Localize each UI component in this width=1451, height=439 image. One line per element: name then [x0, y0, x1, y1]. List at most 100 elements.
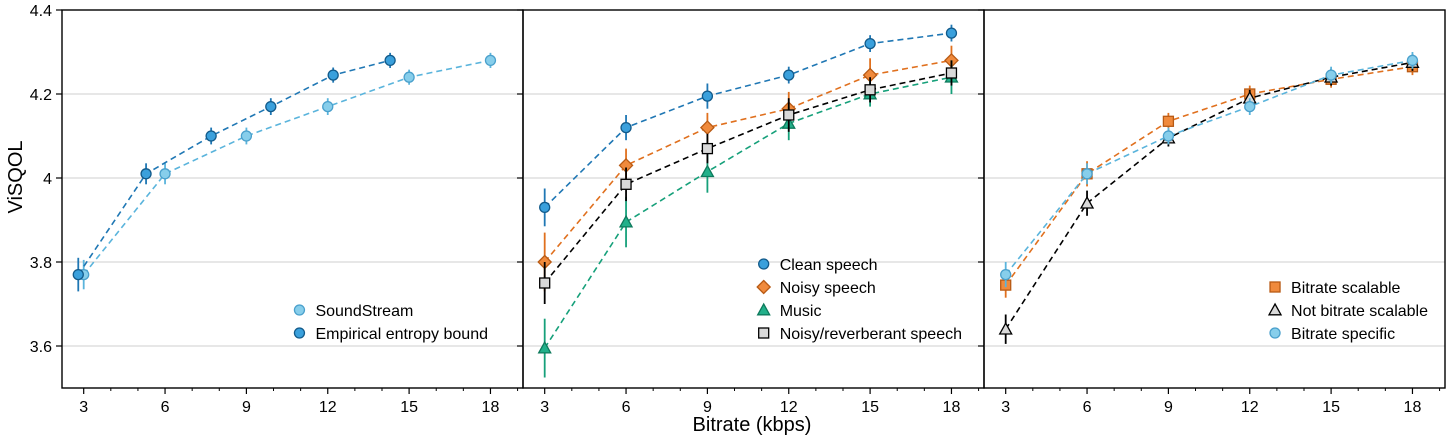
series-line — [544, 72, 952, 284]
legend-label: Music — [780, 303, 822, 320]
series-line — [544, 32, 952, 208]
data-point — [484, 54, 497, 67]
data-point — [384, 54, 396, 67]
legend: Clean speech Noisy speech Music Noisy/rever… — [756, 257, 962, 343]
series-noisy-speech — [537, 45, 959, 292]
series-clean-speech — [539, 24, 958, 227]
data-point — [864, 84, 876, 96]
y-tick-label: 4.2 — [30, 87, 52, 104]
x-tick-label: 3 — [79, 399, 88, 416]
legend-label: Bitrate specific — [1291, 326, 1395, 343]
series-empirical-entropy-bound — [72, 52, 396, 292]
legend-marker — [293, 327, 306, 339]
series-line — [1005, 59, 1413, 276]
x-tick-label: 12 — [1241, 399, 1259, 416]
data-point — [864, 37, 876, 50]
legend-label: SoundStream — [315, 303, 413, 320]
data-point — [327, 69, 339, 81]
x-tick-label: 18 — [943, 399, 961, 416]
data-point — [1081, 168, 1093, 180]
data-point — [1000, 268, 1012, 281]
legend-marker — [1269, 327, 1281, 339]
x-tick-label: 9 — [242, 399, 251, 416]
y-tick-label: 4.4 — [30, 3, 52, 20]
series-line — [544, 59, 952, 263]
data-point — [618, 214, 634, 228]
x-tick-label: 6 — [1083, 399, 1092, 416]
x-tick-label: 9 — [703, 399, 712, 416]
y-tick-label: 3.8 — [30, 255, 52, 272]
data-point — [1162, 130, 1175, 142]
chart-panel-3: 3 6 9 12 15 18 Bitrate scalable Not bitrate sca… — [978, 9, 1446, 416]
x-tick-label: 9 — [1164, 399, 1173, 416]
legend-marker — [293, 304, 306, 316]
chart-panel-2: 3 6 9 12 15 18 Clean speech Noisy speech Music No… — [517, 9, 985, 416]
legend-marker — [756, 302, 771, 316]
data-point — [700, 164, 715, 178]
data-point — [205, 130, 217, 142]
legend-marker — [756, 279, 772, 295]
data-point — [945, 27, 958, 39]
data-point — [539, 277, 551, 289]
data-point — [701, 90, 714, 102]
series-line — [544, 76, 952, 349]
data-point — [1244, 100, 1256, 113]
x-tick-label: 12 — [319, 399, 337, 416]
series-line — [1005, 61, 1413, 330]
data-point — [1325, 69, 1337, 81]
data-point — [72, 268, 84, 281]
legend-label: Noisy/reverberant speech — [780, 326, 962, 343]
data-point — [240, 130, 253, 142]
data-point — [1079, 195, 1095, 209]
data-point — [620, 178, 632, 190]
series-noisy-reverberant-speech — [539, 60, 958, 304]
series-line — [1005, 65, 1413, 286]
x-tick-label: 12 — [780, 399, 798, 416]
legend-marker — [758, 258, 770, 270]
chart-panel-1: 3 6 9 12 15 18 3.6 3.8 4 4.2 4.4 SoundStream Empiric… — [30, 3, 524, 416]
legend-marker — [758, 327, 770, 339]
y-tick-label: 3.6 — [30, 339, 52, 356]
data-point — [783, 109, 795, 121]
data-point — [159, 168, 171, 180]
legend-label: Not bitrate scalable — [1291, 303, 1428, 320]
data-point — [537, 340, 552, 354]
series-line — [77, 59, 391, 276]
data-point — [620, 121, 632, 134]
data-point — [1406, 54, 1419, 67]
y-tick-label: 4 — [43, 171, 52, 188]
x-tick-label: 6 — [622, 399, 631, 416]
legend-label: Noisy speech — [780, 280, 876, 297]
y-axis-title: ViSQOL — [5, 141, 27, 214]
series-not-bitrate-scalable — [998, 54, 1420, 344]
data-point — [699, 120, 715, 136]
x-tick-label: 15 — [861, 399, 879, 416]
legend-marker — [1269, 281, 1281, 293]
x-tick-label: 15 — [400, 399, 418, 416]
x-axis-title: Bitrate (kbps) — [693, 414, 812, 436]
data-point — [322, 100, 334, 113]
x-tick-label: 3 — [540, 399, 549, 416]
plot-frame — [983, 9, 1446, 389]
legend: SoundStream Empirical entropy bound — [293, 303, 488, 343]
legend-label: Clean speech — [780, 257, 878, 274]
x-tick-label: 18 — [1404, 399, 1422, 416]
chart-panels: 3 6 9 12 15 18 3.6 3.8 4 4.2 4.4 SoundStream Empiric… — [30, 3, 1446, 416]
data-point — [140, 168, 152, 180]
legend-marker — [1267, 302, 1283, 316]
data-point — [539, 201, 551, 214]
data-point — [701, 142, 714, 155]
x-tick-label: 6 — [161, 399, 170, 416]
series-line — [83, 59, 491, 276]
data-point — [265, 100, 277, 113]
data-point — [1162, 115, 1175, 127]
data-point — [945, 67, 958, 79]
legend-label: Bitrate scalable — [1291, 280, 1400, 297]
x-tick-label: 18 — [482, 399, 500, 416]
legend-label: Empirical entropy bound — [315, 326, 488, 343]
series-bitrate-specific — [1000, 52, 1419, 288]
legend: Bitrate scalable Not bitrate scalable Bitr… — [1267, 280, 1428, 343]
x-tick-label: 15 — [1322, 399, 1340, 416]
data-point — [403, 71, 415, 83]
